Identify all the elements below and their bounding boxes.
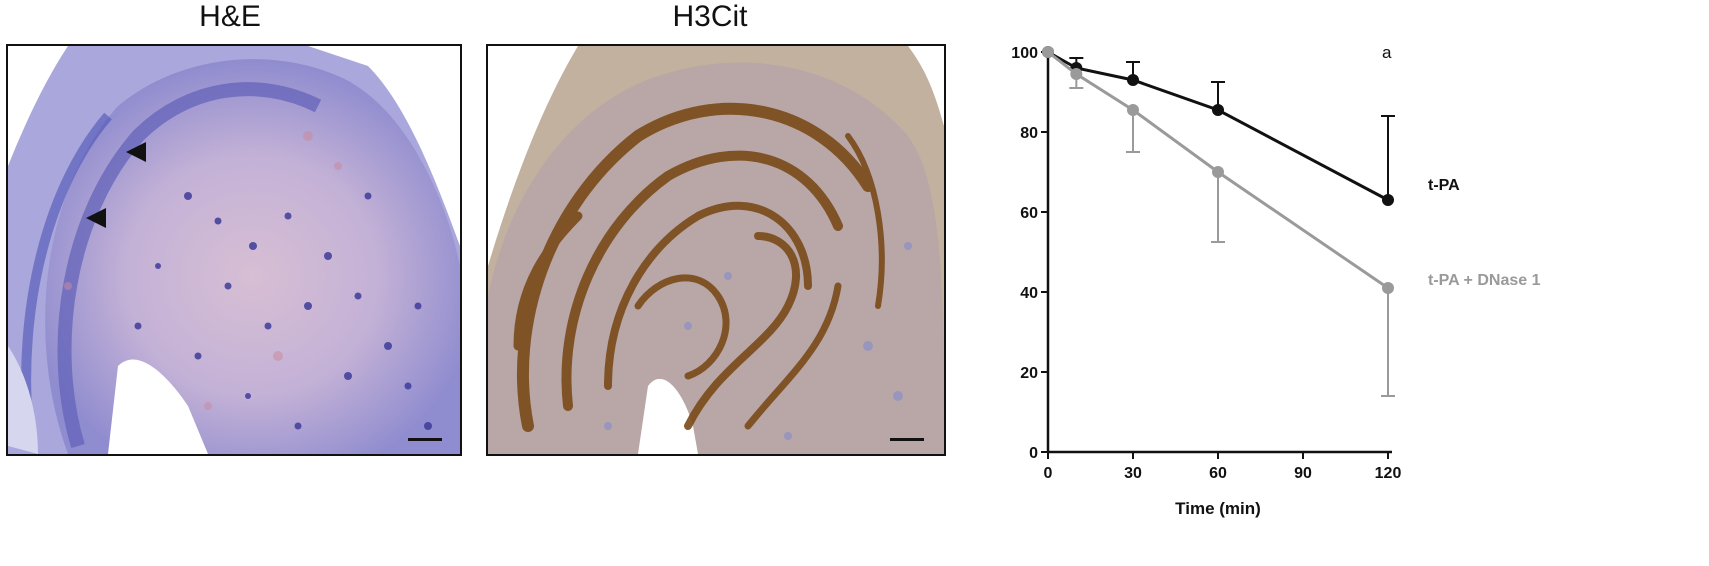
data-point (1382, 194, 1394, 206)
scale-bar (890, 438, 924, 441)
y-tick-label: 40 (1020, 285, 1038, 302)
x-tick-label: 60 (1209, 465, 1227, 482)
h3cit-tissue-image (488, 46, 944, 454)
panel-annotation: a (1382, 43, 1392, 62)
panel-title-he: H&E (199, 0, 261, 33)
y-tick-label: 20 (1020, 365, 1038, 382)
data-point (1212, 104, 1224, 116)
x-tick-label: 30 (1124, 465, 1142, 482)
scale-bar (408, 438, 442, 441)
arrowhead-marker-lower (86, 208, 106, 228)
data-point (1382, 282, 1394, 294)
x-tick-label: 0 (1044, 465, 1053, 482)
data-point (1212, 166, 1224, 178)
series-label: t-PA + DNase 1 (1428, 272, 1541, 289)
x-axis-title: Time (min) (1175, 499, 1261, 518)
arrowhead-marker-upper (126, 142, 146, 162)
y-tick-label: 0 (1029, 445, 1038, 462)
data-point (1070, 68, 1083, 80)
chart-axes: 0 20 40 60 80 100 0 30 60 90 120 (1011, 45, 1401, 482)
thrombus-weight-chart: 0 20 40 60 80 100 0 30 60 90 120 t-PA t-PA + DNase … (1011, 43, 1541, 518)
series-t-pa-dnase: t-PA + DNase 1 (1042, 46, 1541, 397)
he-tissue-image (8, 46, 460, 454)
y-tick-label: 100 (1011, 45, 1038, 62)
data-point (1042, 46, 1054, 58)
chart-series: t-PA t-PA + DNase 1 (1042, 46, 1541, 397)
data-point (1127, 74, 1139, 86)
h3cit-micrograph (486, 44, 946, 456)
y-tick-label: 80 (1020, 125, 1038, 142)
panel-title-h3cit: H3Cit (672, 0, 748, 33)
y-tick-label: 60 (1020, 205, 1038, 222)
he-micrograph (6, 44, 462, 456)
x-tick-label: 120 (1375, 465, 1402, 482)
series-t-pa: t-PA (1042, 46, 1460, 206)
series-label: t-PA (1428, 177, 1460, 194)
data-point (1127, 104, 1139, 116)
x-tick-label: 90 (1294, 465, 1312, 482)
